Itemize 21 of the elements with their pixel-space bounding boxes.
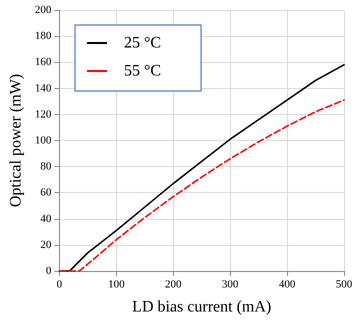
y-tick-label: 140 xyxy=(34,82,52,94)
y-tick-label: 120 xyxy=(34,108,52,120)
y-tick-label: 100 xyxy=(34,134,52,146)
y-tick-label: 80 xyxy=(40,160,52,173)
x-tick-label: 200 xyxy=(164,278,182,290)
y-axis-title: Optical power (mW) xyxy=(8,74,24,208)
y-tick-label: 0 xyxy=(46,265,52,277)
x-tick-label: 0 xyxy=(56,278,63,290)
y-tick-label: 160 xyxy=(34,56,52,68)
y-tick-label: 200 xyxy=(34,4,52,16)
legend-label: 55 °C xyxy=(124,62,162,80)
y-tick-label: 20 xyxy=(40,238,52,251)
y-tick-label: 60 xyxy=(40,186,52,199)
x-tick-label: 400 xyxy=(278,278,296,290)
x-axis-title: LD bias current (mA) xyxy=(132,298,272,316)
y-tick-label: 40 xyxy=(40,212,52,225)
legend-label: 25 °C xyxy=(124,34,162,52)
y-tick-label: 180 xyxy=(34,30,52,42)
x-tick-label: 300 xyxy=(222,278,239,290)
x-tick-label: 500 xyxy=(336,278,353,290)
x-tick-label: 100 xyxy=(108,278,126,290)
